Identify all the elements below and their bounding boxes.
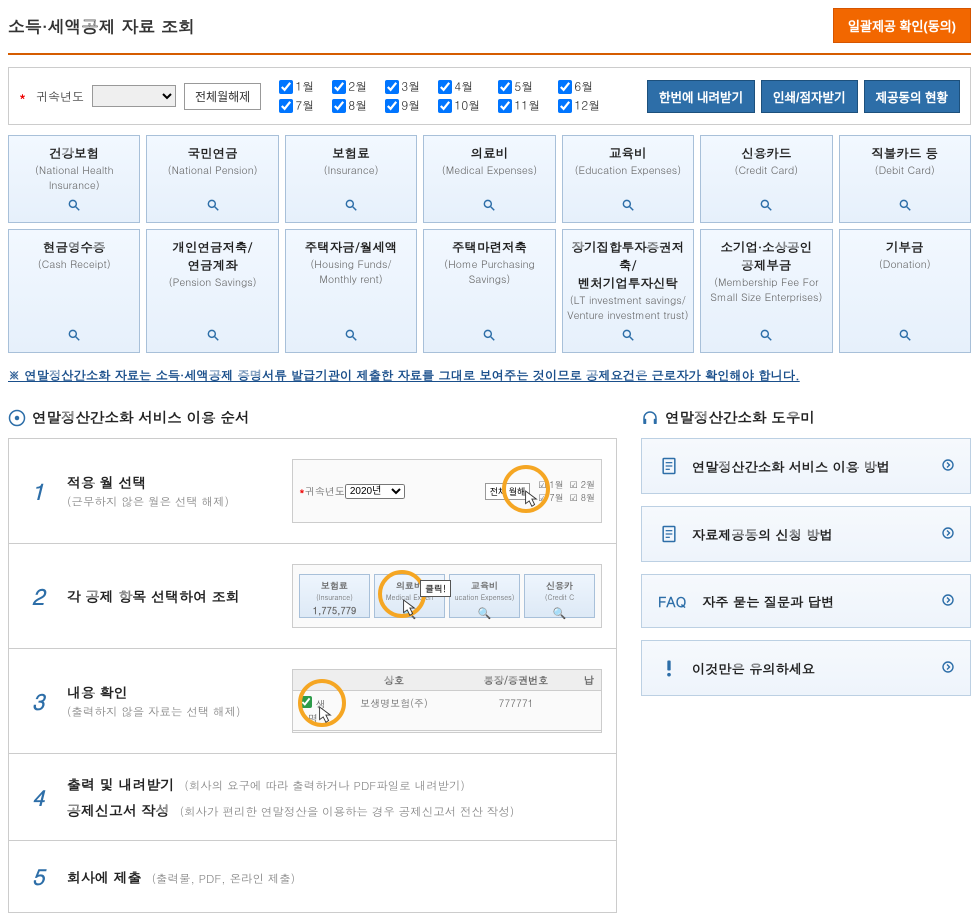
step-title: 적용 월 선택 (67, 472, 229, 492)
step-2: 2 각 공제 항목 선택하여 조회 보험료(Insurance)1,775,77… (9, 544, 616, 649)
search-icon (290, 196, 412, 216)
chevron-right-icon (942, 526, 954, 543)
category-card[interactable]: 현금영수증(Cash Receipt) (8, 229, 140, 353)
chevron-right-icon (942, 593, 954, 610)
category-card[interactable]: 건강보험(National Health Insurance) (8, 135, 140, 223)
search-icon (13, 326, 135, 346)
step-1: 1 적용 월 선택 (근무하지 않은 월은 선택 해제) * 귀속년도 2020… (9, 439, 616, 544)
month-checkbox[interactable]: 9월 (385, 97, 420, 114)
click-badge: 클릭! (420, 580, 451, 597)
steps-section-title: 연말정산간소화 서비스 이용 순서 (32, 408, 250, 428)
help-item[interactable]: 이것만은 유의하세요 (641, 640, 971, 696)
month-checkbox[interactable]: 2월 (332, 78, 367, 95)
step-number: 3 (23, 686, 53, 717)
category-grid: 건강보험(National Health Insurance)국민연금(Nati… (8, 135, 971, 353)
search-icon (13, 196, 135, 216)
search-icon (567, 326, 689, 346)
month-checkbox[interactable]: 7월 (279, 97, 314, 114)
steps-icon (8, 409, 26, 427)
month-checkbox[interactable]: 3월 (385, 78, 420, 95)
help-item[interactable]: 자료제공동의 신청 방법 (641, 506, 971, 562)
search-icon (567, 196, 689, 216)
step-subtitle: (회사의 요구에 따라 출력하거나 PDF파일로 내려받기) (184, 778, 464, 794)
clear-months-button[interactable]: 전체월해제 (184, 83, 261, 110)
search-icon (705, 326, 827, 346)
required-star: * (19, 88, 26, 105)
step-preview: 보험료(Insurance)1,775,779의료비Medical Expen🔍… (292, 564, 602, 628)
page-title: 소득·세액공제 자료 조회 (8, 14, 195, 38)
search-icon (428, 196, 550, 216)
help-item[interactable]: FAQ 자주 묻는 질문과 답변 (641, 574, 971, 628)
step-number: 5 (23, 861, 53, 892)
step-title: 출력 및 내려받기 (67, 774, 174, 794)
category-card[interactable]: 장기집합투자증권저축/벤처기업투자신탁(LT investment saving… (562, 229, 694, 353)
help-label: 자료제공동의 신청 방법 (692, 525, 833, 544)
search-icon (705, 196, 827, 216)
help-section-title: 연말정산간소화 도우미 (665, 408, 815, 428)
category-card[interactable]: 교육비(Education Expenses) (562, 135, 694, 223)
step-3: 3 내용 확인 (출력하지 않을 자료는 선택 해제) 상호 통장/증권번호 납 (9, 649, 616, 754)
help-item[interactable]: 연말정산간소화 서비스 이용 방법 (641, 438, 971, 494)
category-card[interactable]: 신용카드(Credit Card) (700, 135, 832, 223)
step-title: 내용 확인 (67, 682, 241, 702)
step-title: 회사에 제출 (67, 867, 142, 887)
month-checkbox[interactable]: 10월 (438, 97, 480, 114)
step-subtitle-2: (회사가 편리한 연말정산을 이용하는 경우 공제신고서 전산 작성) (180, 804, 515, 820)
consent-confirm-button[interactable]: 일괄제공 확인(동의) (833, 8, 971, 43)
step-subtitle: (출력하지 않을 자료는 선택 해제) (67, 704, 241, 720)
document-icon (658, 523, 680, 545)
document-icon (658, 455, 680, 477)
search-icon (844, 326, 966, 346)
month-checkbox[interactable]: 1월 (279, 78, 314, 95)
step-number: 4 (23, 782, 53, 813)
category-card[interactable]: 보험료(Insurance) (285, 135, 417, 223)
month-checkboxes: 1월 2월 3월 4월 5월 6월 7월 8월 9월 10월 11월 12월 (279, 78, 600, 114)
download-all-button[interactable]: 한번에 내려받기 (647, 80, 755, 113)
category-card[interactable]: 의료비(Medical Expenses) (423, 135, 555, 223)
chevron-right-icon (942, 458, 954, 475)
search-icon (290, 326, 412, 346)
month-checkbox[interactable]: 8월 (332, 97, 367, 114)
step-4: 4 출력 및 내려받기 (회사의 요구에 따라 출력하거나 PDF파일로 내려받… (9, 754, 616, 841)
steps-list: 1 적용 월 선택 (근무하지 않은 월은 선택 해제) * 귀속년도 2020… (8, 438, 617, 913)
category-card[interactable]: 국민연금(National Pension) (146, 135, 278, 223)
step-number: 1 (23, 476, 53, 507)
category-card[interactable]: 소기업·소상공인공제부금(Membership Fee For Small Si… (700, 229, 832, 353)
month-checkbox[interactable]: 12월 (558, 97, 600, 114)
category-card[interactable]: 기부금(Donation) (839, 229, 971, 353)
search-icon (428, 326, 550, 346)
notice-link[interactable]: ※ 연말정산간소화 자료는 소득·세액공제 증명서류 발급기관이 제출한 자료를… (8, 367, 800, 384)
step-subtitle: (근무하지 않은 월은 선택 해제) (67, 494, 229, 510)
category-card[interactable]: 직불카드 등(Debit Card) (839, 135, 971, 223)
warning-icon (658, 657, 680, 679)
category-card[interactable]: 주택마련저축(Home Purchasing Savings) (423, 229, 555, 353)
year-label: 귀속년도 (36, 88, 84, 105)
help-label: 연말정산간소화 서비스 이용 방법 (692, 457, 890, 476)
chevron-right-icon (942, 660, 954, 677)
headphone-icon (641, 409, 659, 427)
step-title-2: 공제신고서 작성 (67, 800, 170, 820)
category-card[interactable]: 개인연금저축/연금계좌(Pension Savings) (146, 229, 278, 353)
consent-status-button[interactable]: 제공동의 현황 (864, 80, 960, 113)
search-icon (151, 196, 273, 216)
category-card[interactable]: 주택자금/월세액(Housing Funds/Monthly rent) (285, 229, 417, 353)
step-subtitle: (출력물, PDF, 온라인 제출) (152, 871, 295, 887)
print-button[interactable]: 인쇄/점자받기 (761, 80, 857, 113)
month-checkbox[interactable]: 11월 (498, 97, 540, 114)
step-5: 5 회사에 제출 (출력물, PDF, 온라인 제출) (9, 841, 616, 912)
month-checkbox[interactable]: 4월 (438, 78, 480, 95)
step-preview: * 귀속년도 2020년 전체 월해 ☑ 1월 ☑ 2월 ☑ 7월 ☑ 8월 (292, 459, 602, 523)
search-icon (844, 196, 966, 216)
step-title: 각 공제 항목 선택하여 조회 (67, 586, 240, 606)
step-preview: 상호 통장/증권번호 납 생명 보생명보험(주) 777771 (292, 669, 602, 733)
year-select[interactable] (92, 85, 176, 107)
help-label: 이것만은 유의하세요 (692, 659, 815, 678)
faq-icon: FAQ (658, 591, 686, 611)
help-label: 자주 묻는 질문과 답변 (702, 592, 834, 611)
month-checkbox[interactable]: 6월 (558, 78, 600, 95)
search-icon (151, 326, 273, 346)
step-number: 2 (23, 581, 53, 612)
filter-bar: * 귀속년도 전체월해제 1월 2월 3월 4월 5월 6월 7월 8월 9월 … (8, 67, 971, 125)
month-checkbox[interactable]: 5월 (498, 78, 540, 95)
